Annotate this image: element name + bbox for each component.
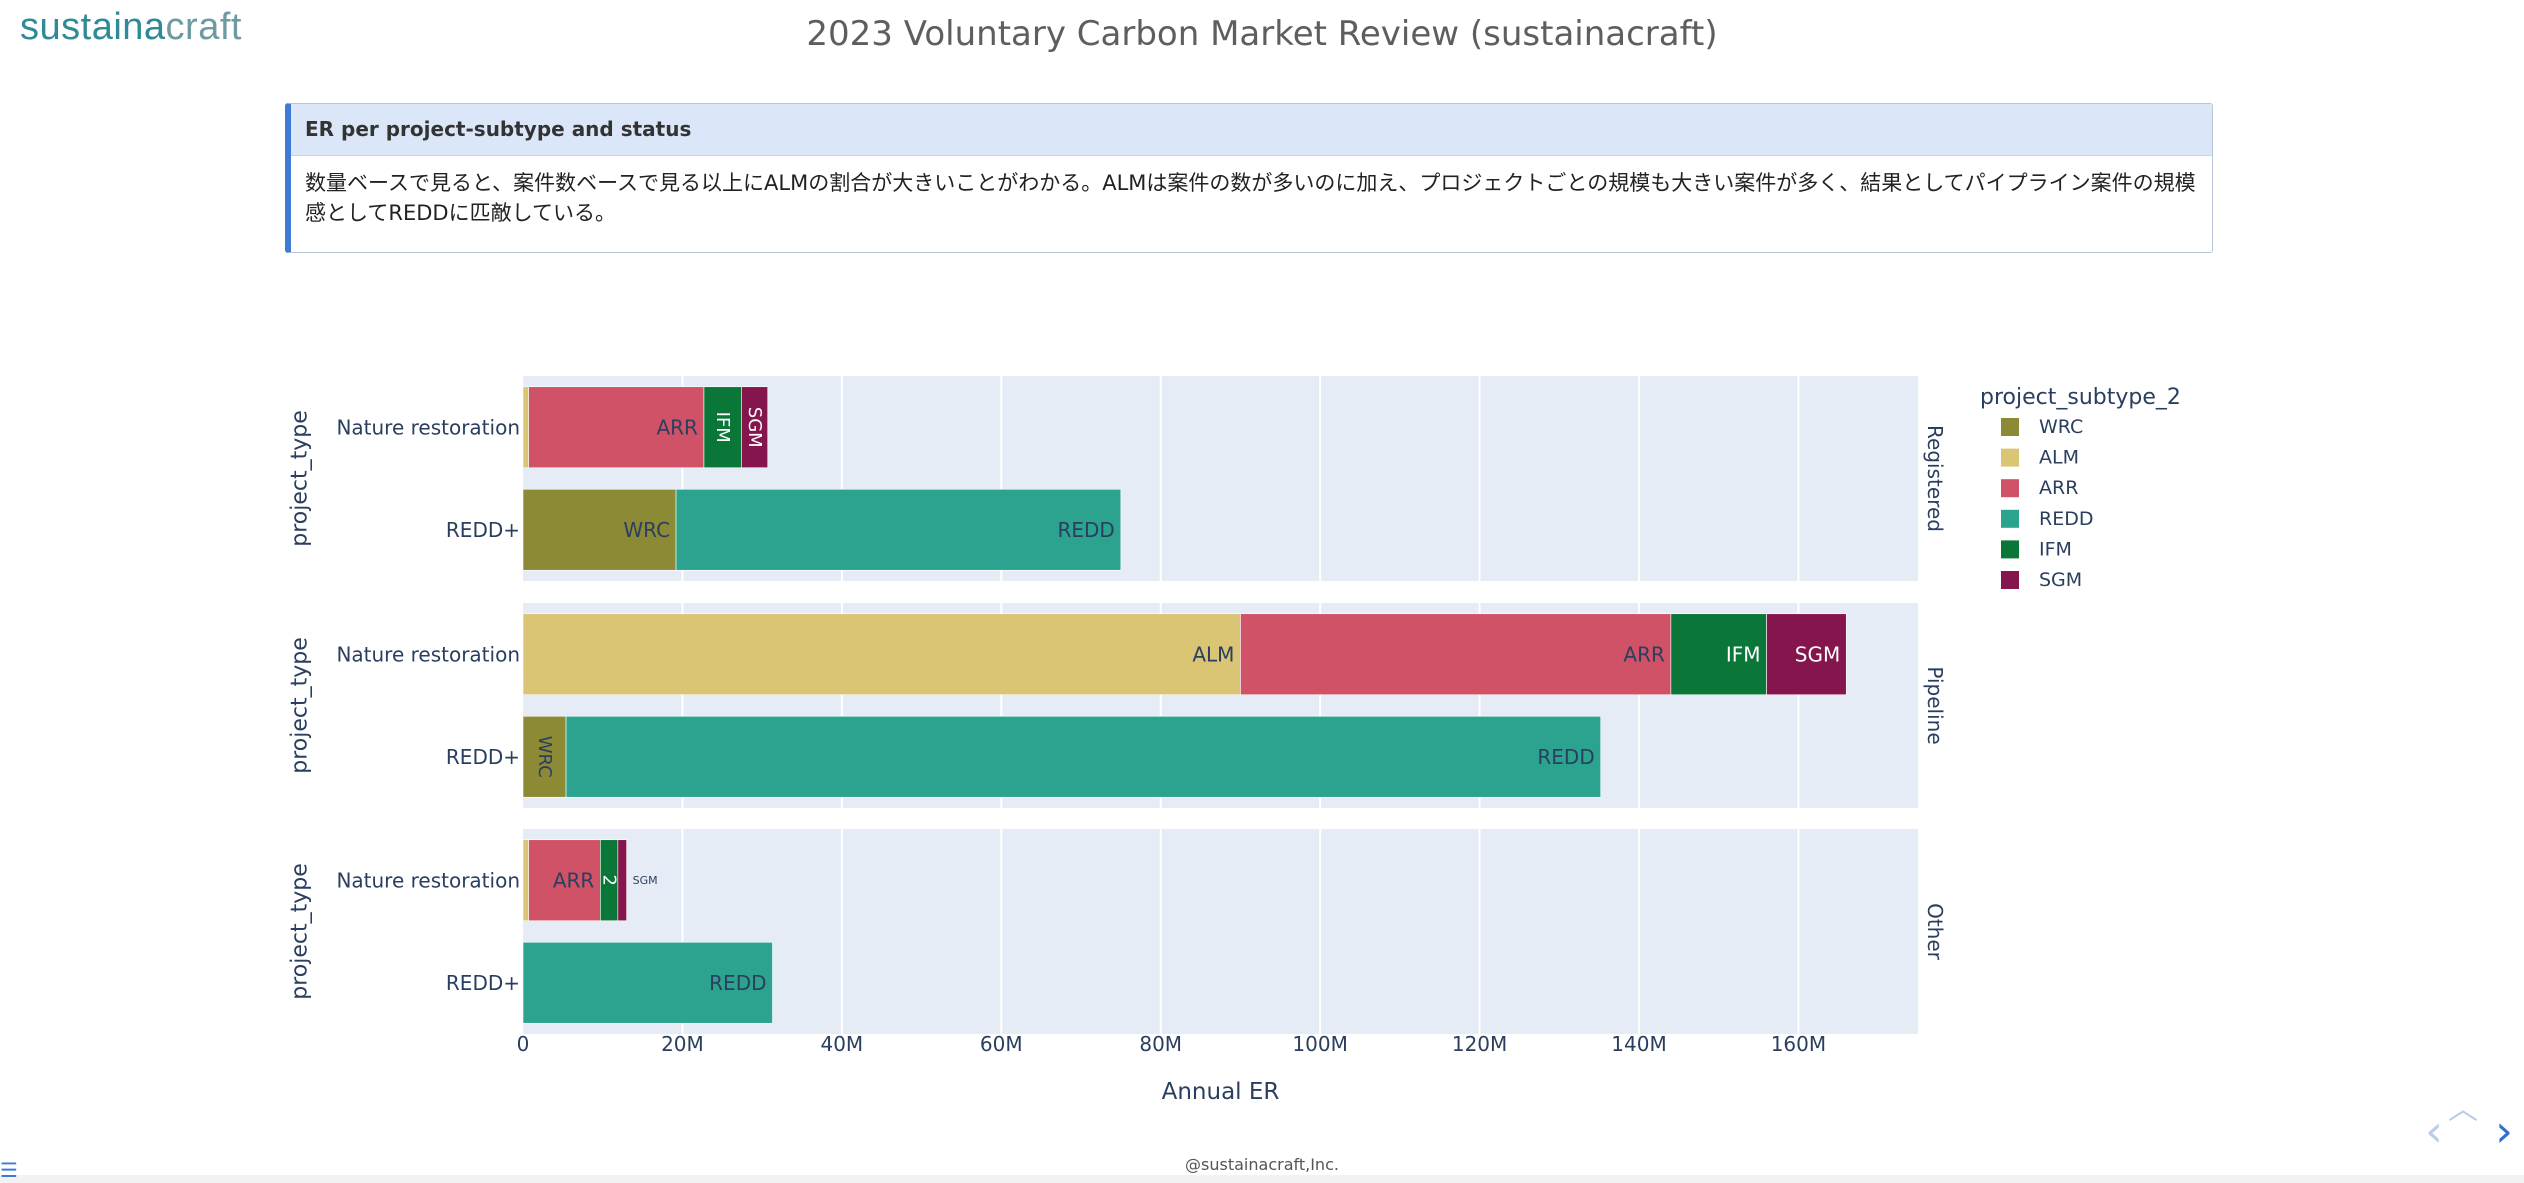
category-tick-label: Nature restoration	[336, 642, 520, 666]
x-tick-label: 20M	[661, 1032, 704, 1056]
bar-segment-ifm	[1670, 613, 1767, 696]
bar-segment-redd	[522, 941, 773, 1024]
menu-icon[interactable]: ☰	[0, 1158, 18, 1182]
x-tick-label: 80M	[1139, 1032, 1182, 1056]
y-axis-title: project_type	[288, 863, 313, 1000]
category-tick-label: Nature restoration	[336, 415, 520, 439]
bar-segment-arr	[528, 386, 705, 469]
x-tick-label: 100M	[1292, 1032, 1347, 1056]
chevron-right-icon[interactable]: ›	[2495, 1106, 2513, 1157]
bar-segment-wrc	[522, 715, 567, 798]
bar-segment-sgm	[1766, 613, 1847, 696]
data-label: SGM	[1795, 642, 1840, 666]
callout-body: 数量ベースで見ると、案件数ベースで見る以上にALMの割合が大きいことがわかる。A…	[305, 171, 2196, 225]
data-label: IFM	[712, 412, 733, 443]
bar-segment-alm	[522, 386, 529, 469]
legend-entry-redd: REDD	[2039, 508, 2093, 530]
data-label: ARR	[553, 868, 595, 892]
brand-logo: sustainacraft	[20, 6, 242, 48]
callout-box: ER per project-subtype and status 数量ベースで…	[285, 103, 2213, 253]
data-label: ALM	[1192, 642, 1234, 666]
data-label: SGM	[633, 874, 658, 887]
legend-swatch-alm	[2001, 448, 2019, 467]
bar-segment-arr	[528, 839, 601, 922]
facet-label-registered: Registered	[1923, 425, 1947, 532]
x-tick-label: 140M	[1611, 1032, 1666, 1056]
bar-segment-sgm	[617, 839, 627, 922]
data-label: WRC	[534, 736, 555, 778]
data-label: REDD	[709, 971, 766, 995]
x-tick-label: 0	[517, 1032, 530, 1056]
page-title: 2023 Voluntary Carbon Market Review (sus…	[806, 14, 1718, 54]
legend-entry-arr: ARR	[2039, 477, 2078, 499]
legend-title: project_subtype_2	[1980, 385, 2181, 410]
category-tick-label: Nature restoration	[336, 868, 520, 892]
bar-segment-wrc	[522, 488, 677, 571]
x-tick-label: 120M	[1452, 1032, 1507, 1056]
legend-swatch-arr	[2001, 479, 2019, 498]
data-label: WRC	[623, 518, 670, 542]
data-label: REDD	[1058, 518, 1115, 542]
legend-entry-wrc: WRC	[2039, 416, 2083, 438]
facet-label-pipeline: Pipeline	[1923, 666, 1947, 744]
bar-segment-redd	[675, 488, 1122, 571]
legend-entry-alm: ALM	[2039, 447, 2079, 469]
x-tick-label: 40M	[820, 1032, 863, 1056]
x-tick-label: 60M	[980, 1032, 1023, 1056]
data-label: REDD	[1537, 745, 1594, 769]
legend-swatch-ifm	[2001, 540, 2019, 559]
chevron-left-icon[interactable]: ‹	[2425, 1106, 2443, 1157]
y-axis-title: project_type	[288, 637, 313, 774]
legend-entry-sgm: SGM	[2039, 569, 2082, 591]
callout-heading: ER per project-subtype and status	[291, 104, 2212, 156]
category-tick-label: REDD+	[446, 518, 520, 542]
data-label: 2	[599, 875, 620, 886]
footer-copyright: @sustainacraft,Inc.	[1185, 1155, 1339, 1174]
x-axis-title: Annual ER	[1162, 1079, 1280, 1105]
data-label: ARR	[656, 415, 698, 439]
bar-segment-sgm	[741, 386, 769, 469]
bar-segment-redd	[565, 715, 1602, 798]
category-tick-label: REDD+	[446, 971, 520, 995]
bar-segment-arr	[1240, 613, 1672, 696]
bar-segment-alm	[522, 613, 1241, 696]
chevron-up-icon[interactable]: ︿	[2448, 1092, 2478, 1127]
bar-segment-alm	[522, 839, 529, 922]
footer-bar	[0, 1175, 2524, 1183]
legend-swatch-redd	[2001, 509, 2019, 528]
facet-label-other: Other	[1923, 903, 1947, 961]
legend-entry-ifm: IFM	[2039, 538, 2072, 560]
data-label: IFM	[1726, 642, 1761, 666]
data-label: SGM	[744, 407, 765, 448]
legend-swatch-sgm	[2001, 571, 2019, 589]
category-tick-label: REDD+	[446, 745, 520, 769]
data-label: ARR	[1623, 642, 1665, 666]
x-tick-label: 160M	[1771, 1032, 1826, 1056]
legend-swatch-wrc	[2001, 418, 2019, 436]
y-axis-title: project_type	[288, 410, 313, 547]
bar-segment-ifm	[703, 386, 742, 469]
